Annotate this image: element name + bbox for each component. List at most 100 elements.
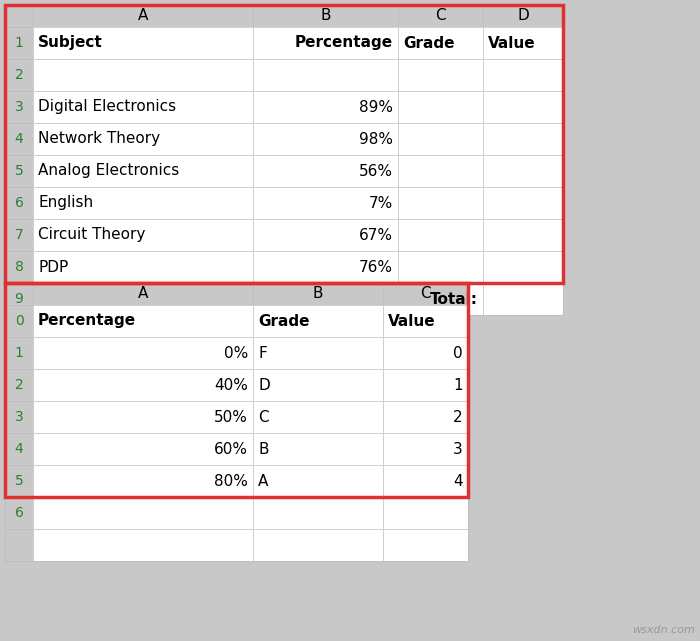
Bar xyxy=(398,251,483,283)
Text: 1: 1 xyxy=(454,378,463,392)
Text: 7: 7 xyxy=(15,228,23,242)
Bar xyxy=(5,433,33,465)
Bar xyxy=(383,497,468,529)
Bar xyxy=(253,433,383,465)
Bar xyxy=(383,529,468,561)
Bar xyxy=(33,155,253,187)
Bar xyxy=(253,529,383,561)
Text: D: D xyxy=(258,378,270,392)
Bar xyxy=(483,187,563,219)
Text: 67%: 67% xyxy=(359,228,393,242)
Bar xyxy=(383,401,468,433)
Bar xyxy=(253,27,398,59)
Bar xyxy=(253,155,398,187)
Bar xyxy=(483,283,563,315)
Bar xyxy=(383,305,468,337)
Bar xyxy=(398,219,483,251)
Bar xyxy=(5,337,33,369)
Text: 1: 1 xyxy=(15,346,23,360)
Bar xyxy=(33,59,253,91)
Bar xyxy=(483,219,563,251)
Text: 2: 2 xyxy=(454,410,463,424)
Bar xyxy=(5,497,33,529)
Bar xyxy=(253,251,398,283)
Bar xyxy=(483,91,563,123)
Bar xyxy=(253,91,398,123)
Bar xyxy=(253,283,383,305)
Bar xyxy=(383,369,468,401)
Bar xyxy=(33,529,253,561)
Bar xyxy=(33,187,253,219)
Bar xyxy=(5,59,33,91)
Bar xyxy=(253,369,383,401)
Bar xyxy=(383,497,468,529)
Text: Subject: Subject xyxy=(38,35,103,51)
Bar xyxy=(383,433,468,465)
Bar xyxy=(483,59,563,91)
Bar xyxy=(5,251,33,283)
Bar xyxy=(383,401,468,433)
Text: 80%: 80% xyxy=(214,474,248,488)
Bar xyxy=(5,369,33,401)
Bar xyxy=(253,337,383,369)
Bar xyxy=(5,401,33,433)
Bar xyxy=(398,155,483,187)
Text: A: A xyxy=(138,8,148,24)
Bar xyxy=(253,187,398,219)
Bar xyxy=(33,5,253,27)
Bar xyxy=(5,251,33,283)
Bar xyxy=(33,123,253,155)
Bar xyxy=(33,283,253,305)
Bar xyxy=(5,5,33,27)
Text: wsxdn.com: wsxdn.com xyxy=(632,625,695,635)
Text: 4: 4 xyxy=(15,442,23,456)
Bar xyxy=(33,219,253,251)
Text: 60%: 60% xyxy=(214,442,248,456)
Bar xyxy=(398,187,483,219)
Bar xyxy=(33,497,253,529)
Bar xyxy=(483,251,563,283)
Bar xyxy=(398,5,483,27)
Bar xyxy=(33,5,253,27)
Bar xyxy=(383,337,468,369)
Bar xyxy=(483,219,563,251)
Bar xyxy=(5,219,33,251)
Bar xyxy=(398,283,483,315)
Bar xyxy=(33,91,253,123)
Text: English: English xyxy=(38,196,93,210)
Text: 40%: 40% xyxy=(214,378,248,392)
Bar xyxy=(33,283,253,315)
Text: 0%: 0% xyxy=(224,345,248,360)
Bar xyxy=(483,155,563,187)
Bar xyxy=(253,91,398,123)
Bar xyxy=(398,59,483,91)
Bar xyxy=(253,219,398,251)
Bar xyxy=(253,187,398,219)
Bar xyxy=(33,305,253,337)
Text: Network Theory: Network Theory xyxy=(38,131,160,147)
Bar xyxy=(253,369,383,401)
Bar xyxy=(33,251,253,283)
Text: 5: 5 xyxy=(15,474,23,488)
Bar xyxy=(398,251,483,283)
Bar xyxy=(483,251,563,283)
Bar xyxy=(5,283,468,497)
Bar xyxy=(5,123,33,155)
Bar xyxy=(383,433,468,465)
Bar xyxy=(5,59,33,91)
Text: 76%: 76% xyxy=(359,260,393,274)
Bar xyxy=(253,497,383,529)
Bar xyxy=(5,337,33,369)
Text: D: D xyxy=(517,8,529,24)
Bar xyxy=(5,155,33,187)
Text: 3: 3 xyxy=(454,442,463,456)
Bar xyxy=(253,529,383,561)
Bar xyxy=(33,369,253,401)
Bar xyxy=(5,305,33,337)
Text: 0: 0 xyxy=(454,345,463,360)
Bar xyxy=(383,305,468,337)
Text: 2: 2 xyxy=(15,378,23,392)
Bar xyxy=(483,5,563,27)
Text: Value: Value xyxy=(488,35,536,51)
Bar xyxy=(5,27,33,59)
